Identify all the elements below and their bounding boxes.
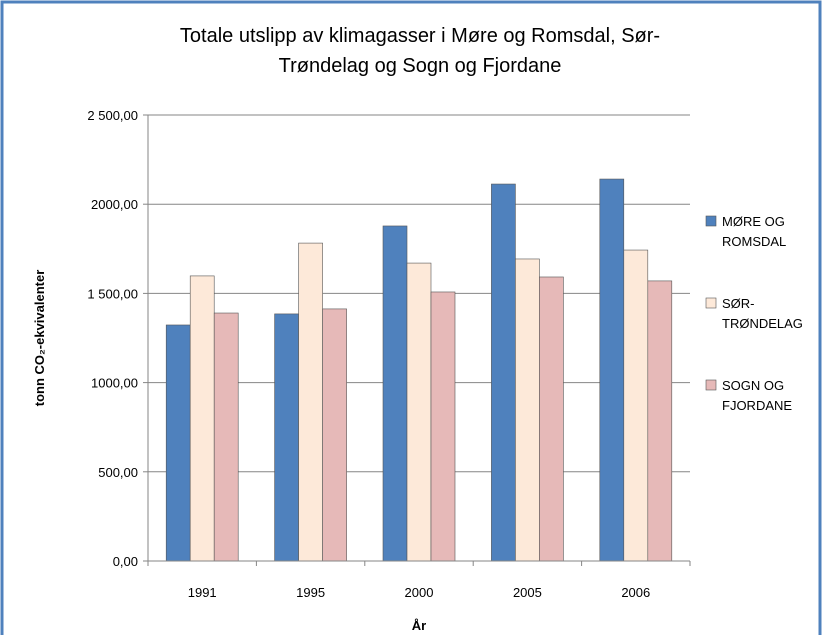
legend-swatch — [705, 215, 717, 227]
x-tick-label: 1995 — [296, 585, 325, 600]
y-axis-label: tonn CO₂-ekvivalenter — [32, 270, 47, 407]
bar — [430, 291, 456, 562]
x-axis-label: År — [412, 618, 426, 633]
legend-label: SØR-TRØNDELAG — [722, 296, 803, 331]
bar — [322, 308, 347, 562]
bar — [274, 313, 299, 562]
bar — [382, 225, 408, 562]
y-tick-label: 500,00 — [98, 465, 138, 480]
y-tick-label: 0,00 — [113, 554, 138, 569]
chart-title: Totale utslipp av klimagasser i Møre og … — [180, 25, 660, 77]
x-tick-label: 2000 — [405, 585, 434, 600]
x-tick-label: 1991 — [188, 585, 217, 600]
bar — [515, 258, 540, 562]
bar — [623, 249, 649, 562]
bar — [165, 324, 191, 562]
y-tick-label: 1 500,00 — [87, 286, 138, 301]
legend-label: MØRE OG ROMSDAL — [722, 214, 786, 249]
x-tick-label: 2005 — [513, 585, 542, 600]
bar — [539, 276, 564, 562]
bar — [406, 262, 432, 562]
bar — [647, 280, 673, 562]
legend-swatch — [705, 297, 717, 309]
bar — [298, 242, 323, 562]
legend-swatch — [705, 379, 717, 391]
y-tick-label: 2000,00 — [91, 197, 138, 212]
bar — [213, 312, 239, 562]
y-tick-label: 2 500,00 — [87, 108, 138, 123]
y-tick-label: 1000,00 — [91, 376, 138, 391]
bar — [189, 275, 215, 562]
bar — [491, 183, 516, 562]
x-tick-label: 2006 — [621, 585, 650, 600]
bar — [599, 178, 625, 562]
legend-label: SOGN OG FJORDANE — [722, 378, 792, 413]
